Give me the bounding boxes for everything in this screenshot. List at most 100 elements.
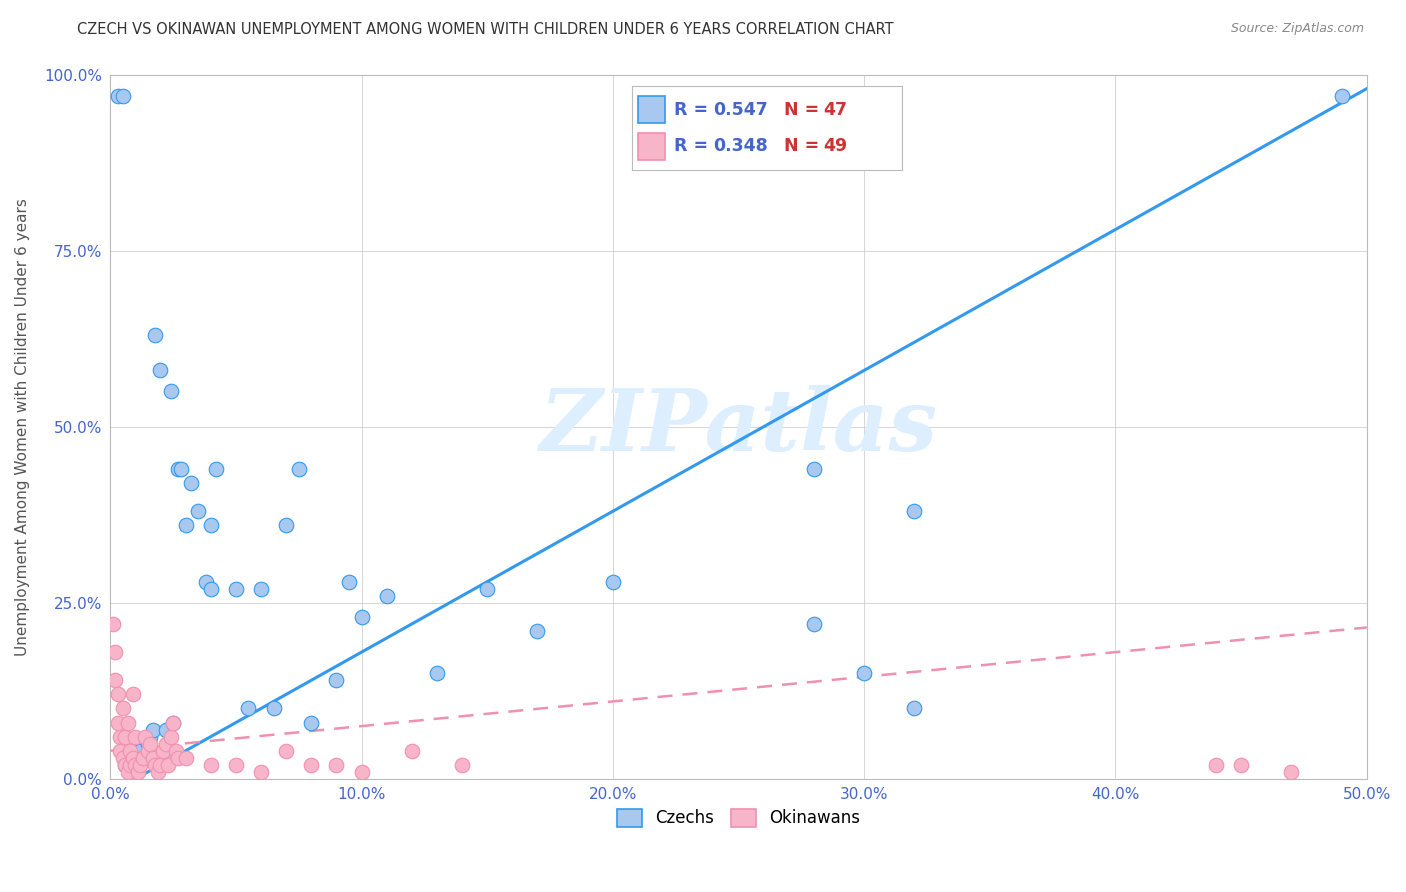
Czechs <box>299 715 322 730</box>
Okinawans <box>1230 757 1253 772</box>
Okinawans <box>127 764 149 779</box>
Czechs <box>155 751 177 765</box>
Czechs <box>225 582 247 596</box>
Czechs <box>803 462 825 476</box>
Czechs <box>325 673 347 688</box>
Okinawans <box>101 616 124 631</box>
Okinawans <box>111 751 134 765</box>
Okinawans <box>124 757 146 772</box>
Czechs <box>167 462 190 476</box>
Czechs <box>114 757 136 772</box>
Czechs <box>180 476 202 491</box>
Czechs <box>238 701 260 715</box>
Czechs <box>526 624 548 638</box>
Okinawans <box>120 744 142 758</box>
Okinawans <box>152 744 174 758</box>
Czechs <box>129 744 152 758</box>
Okinawans <box>155 737 177 751</box>
Okinawans <box>132 751 155 765</box>
Czechs <box>853 666 876 681</box>
Okinawans <box>136 744 159 758</box>
Okinawans <box>114 757 136 772</box>
Czechs <box>124 744 146 758</box>
Okinawans <box>114 730 136 744</box>
Czechs <box>174 518 197 533</box>
Text: Source: ZipAtlas.com: Source: ZipAtlas.com <box>1230 22 1364 36</box>
Czechs <box>602 574 624 589</box>
Okinawans <box>121 751 143 765</box>
Czechs <box>142 723 165 737</box>
Czechs <box>287 462 309 476</box>
Okinawans <box>149 757 172 772</box>
Czechs <box>139 730 162 744</box>
Czechs <box>136 737 159 751</box>
Okinawans <box>110 730 132 744</box>
Czechs <box>477 582 499 596</box>
Czechs <box>169 462 191 476</box>
Czechs <box>124 757 146 772</box>
Czechs <box>200 582 222 596</box>
Czechs <box>145 328 167 343</box>
Czechs <box>155 723 177 737</box>
Czechs <box>250 582 273 596</box>
Okinawans <box>401 744 423 758</box>
Okinawans <box>451 757 474 772</box>
Okinawans <box>350 764 373 779</box>
Okinawans <box>117 715 139 730</box>
Czechs <box>132 751 155 765</box>
Okinawans <box>117 764 139 779</box>
Okinawans <box>162 715 184 730</box>
Okinawans <box>157 757 180 772</box>
Okinawans <box>111 701 134 715</box>
Okinawans <box>107 687 129 701</box>
Czechs <box>903 504 925 518</box>
Czechs <box>187 504 209 518</box>
Czechs <box>159 384 181 399</box>
Text: ZIPatlas: ZIPatlas <box>540 385 938 468</box>
Okinawans <box>167 751 190 765</box>
Okinawans <box>104 645 127 659</box>
Okinawans <box>174 751 197 765</box>
Okinawans <box>146 764 169 779</box>
Okinawans <box>129 757 152 772</box>
Czechs <box>1330 88 1353 103</box>
Czechs <box>194 574 217 589</box>
Okinawans <box>325 757 347 772</box>
Y-axis label: Unemployment Among Women with Children Under 6 years: Unemployment Among Women with Children U… <box>15 198 30 656</box>
Czechs <box>903 701 925 715</box>
Okinawans <box>145 757 167 772</box>
Czechs <box>107 88 129 103</box>
Okinawans <box>1205 757 1227 772</box>
Okinawans <box>110 744 132 758</box>
Okinawans <box>121 687 143 701</box>
Okinawans <box>134 730 156 744</box>
Czechs <box>162 715 184 730</box>
Czechs <box>803 616 825 631</box>
Okinawans <box>124 730 146 744</box>
Czechs <box>263 701 285 715</box>
Okinawans <box>250 764 273 779</box>
Okinawans <box>200 757 222 772</box>
Czechs <box>350 610 373 624</box>
Czechs <box>111 88 134 103</box>
Czechs <box>276 518 298 533</box>
Text: CZECH VS OKINAWAN UNEMPLOYMENT AMONG WOMEN WITH CHILDREN UNDER 6 YEARS CORRELATI: CZECH VS OKINAWAN UNEMPLOYMENT AMONG WOM… <box>77 22 894 37</box>
Czechs <box>426 666 449 681</box>
Okinawans <box>276 744 298 758</box>
Okinawans <box>104 673 127 688</box>
Okinawans <box>139 737 162 751</box>
Okinawans <box>120 757 142 772</box>
Okinawans <box>142 751 165 765</box>
Okinawans <box>225 757 247 772</box>
Czechs <box>120 751 142 765</box>
Okinawans <box>159 730 181 744</box>
Czechs <box>149 363 172 377</box>
Okinawans <box>1281 764 1303 779</box>
Okinawans <box>107 715 129 730</box>
Czechs <box>204 462 226 476</box>
Okinawans <box>165 744 187 758</box>
Czechs <box>337 574 360 589</box>
Czechs <box>375 589 398 603</box>
Legend: Czechs, Okinawans: Czechs, Okinawans <box>610 802 866 834</box>
Czechs <box>200 518 222 533</box>
